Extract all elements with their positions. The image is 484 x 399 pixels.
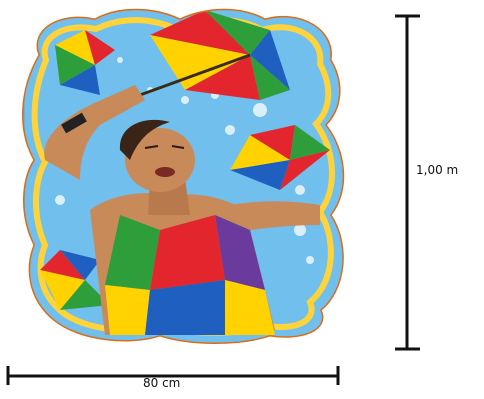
width-dimension-label: 80 cm xyxy=(143,376,181,390)
height-dimension-label: 1,00 m xyxy=(416,163,459,177)
frevo-umbrella-icon xyxy=(230,125,330,190)
frevo-umbrella-icon xyxy=(40,250,110,310)
frevo-umbrella-icon xyxy=(139,10,290,100)
width-dimension-marker xyxy=(6,366,340,385)
dancer-figure xyxy=(44,85,320,335)
height-dimension-marker xyxy=(395,14,420,351)
frevo-umbrella-icon xyxy=(55,30,115,95)
cutout-artwork xyxy=(23,10,343,343)
